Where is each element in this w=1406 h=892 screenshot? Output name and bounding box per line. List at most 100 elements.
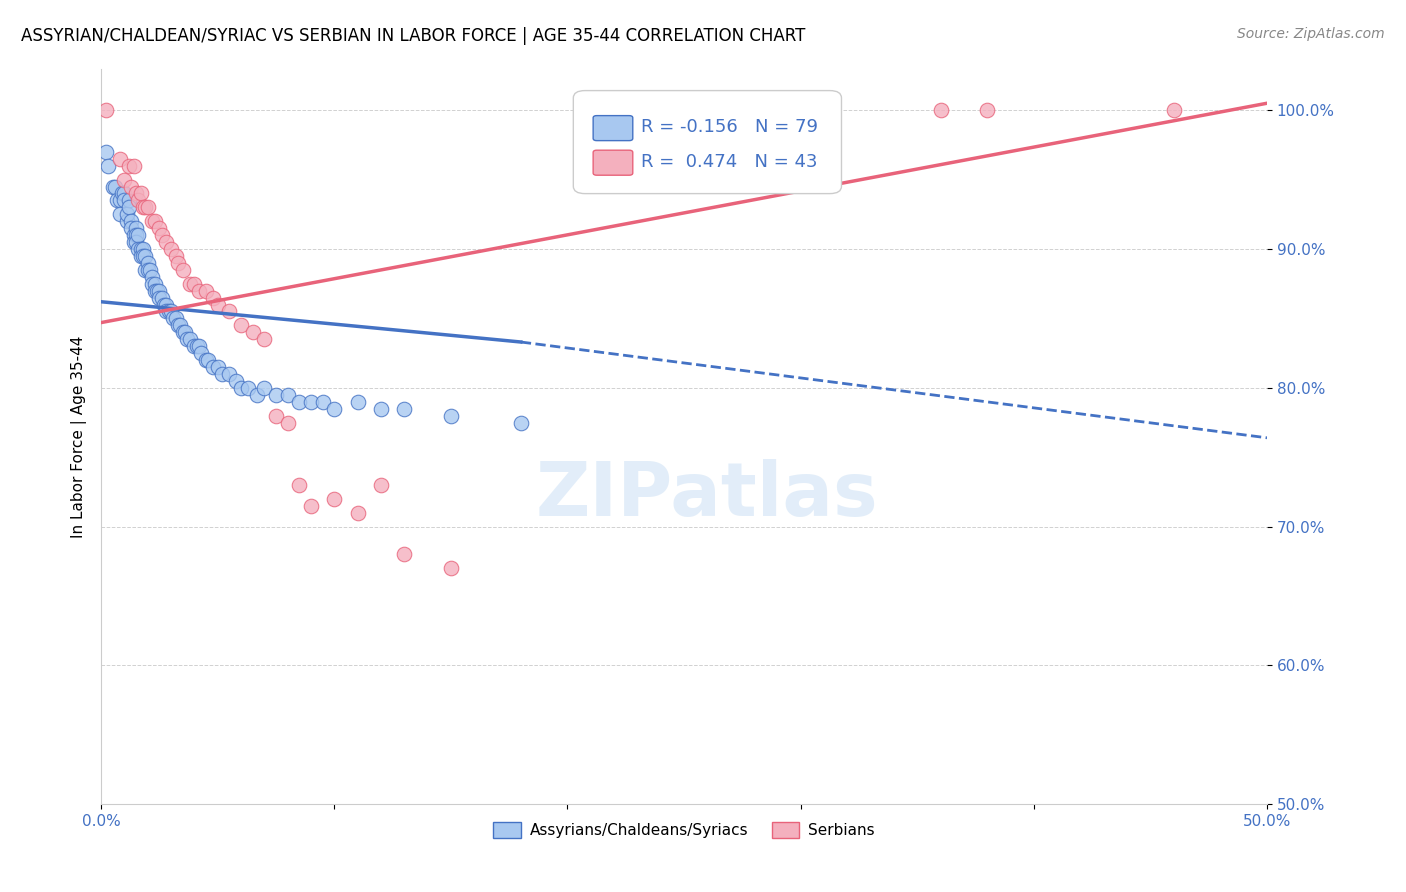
- Point: [394, 548, 416, 562]
- Point: [155, 304, 177, 318]
- Point: [277, 388, 299, 402]
- Point: [370, 401, 392, 416]
- Point: [108, 207, 131, 221]
- Point: [129, 186, 152, 201]
- Y-axis label: In Labor Force | Age 35-44: In Labor Force | Age 35-44: [72, 335, 87, 538]
- Point: [157, 304, 180, 318]
- Point: [1163, 103, 1185, 118]
- Point: [125, 228, 148, 243]
- Point: [229, 381, 252, 395]
- Point: [148, 221, 170, 235]
- Point: [169, 318, 191, 333]
- FancyBboxPatch shape: [574, 91, 841, 194]
- Point: [218, 304, 240, 318]
- Point: [118, 200, 141, 214]
- Point: [179, 277, 201, 291]
- Point: [134, 200, 156, 214]
- FancyBboxPatch shape: [593, 150, 633, 175]
- Point: [311, 394, 333, 409]
- Point: [183, 339, 205, 353]
- Point: [188, 339, 211, 353]
- Point: [114, 186, 136, 201]
- Point: [94, 145, 117, 159]
- Point: [509, 416, 531, 430]
- Point: [120, 214, 142, 228]
- Point: [94, 103, 117, 118]
- Point: [125, 186, 148, 201]
- Point: [132, 242, 155, 256]
- Point: [150, 291, 173, 305]
- Point: [207, 297, 229, 311]
- Point: [165, 249, 187, 263]
- Point: [207, 359, 229, 374]
- Point: [114, 194, 136, 208]
- Point: [132, 200, 155, 214]
- Point: [976, 103, 998, 118]
- Text: ASSYRIAN/CHALDEAN/SYRIAC VS SERBIAN IN LABOR FORCE | AGE 35-44 CORRELATION CHART: ASSYRIAN/CHALDEAN/SYRIAC VS SERBIAN IN L…: [21, 27, 806, 45]
- Point: [176, 332, 198, 346]
- Point: [125, 221, 148, 235]
- Point: [114, 172, 136, 186]
- Point: [167, 318, 190, 333]
- Point: [143, 214, 166, 228]
- Text: R = -0.156   N = 79: R = -0.156 N = 79: [641, 119, 818, 136]
- Point: [104, 179, 127, 194]
- Point: [143, 284, 166, 298]
- Point: [277, 416, 299, 430]
- Point: [122, 228, 145, 243]
- Point: [174, 326, 197, 340]
- Point: [115, 207, 138, 221]
- Point: [253, 381, 276, 395]
- Point: [253, 332, 276, 346]
- Point: [132, 249, 155, 263]
- Point: [139, 262, 162, 277]
- Point: [197, 353, 219, 368]
- Legend: Assyrians/Chaldeans/Syriacs, Serbians: Assyrians/Chaldeans/Syriacs, Serbians: [488, 816, 882, 845]
- Point: [264, 409, 287, 423]
- Point: [160, 242, 183, 256]
- Point: [111, 186, 134, 201]
- Point: [120, 179, 142, 194]
- Point: [188, 284, 211, 298]
- Point: [97, 159, 120, 173]
- Point: [153, 297, 176, 311]
- Point: [150, 228, 173, 243]
- Point: [101, 179, 124, 194]
- Point: [120, 221, 142, 235]
- Point: [929, 103, 952, 118]
- Point: [134, 262, 156, 277]
- Point: [160, 304, 183, 318]
- Point: [108, 194, 131, 208]
- Point: [108, 152, 131, 166]
- Point: [229, 318, 252, 333]
- Point: [264, 388, 287, 402]
- Point: [167, 256, 190, 270]
- Point: [172, 262, 194, 277]
- Point: [143, 277, 166, 291]
- Point: [288, 478, 311, 492]
- Point: [190, 346, 212, 360]
- Point: [155, 235, 177, 249]
- Point: [122, 159, 145, 173]
- Point: [225, 374, 247, 388]
- Point: [186, 339, 208, 353]
- Point: [107, 194, 129, 208]
- Point: [136, 256, 159, 270]
- Point: [195, 353, 218, 368]
- Point: [246, 388, 269, 402]
- FancyBboxPatch shape: [593, 116, 633, 141]
- Point: [172, 326, 194, 340]
- Point: [211, 367, 233, 381]
- Point: [122, 235, 145, 249]
- Point: [236, 381, 259, 395]
- Point: [179, 332, 201, 346]
- Point: [118, 159, 141, 173]
- Point: [440, 409, 463, 423]
- Point: [299, 499, 322, 513]
- Point: [370, 478, 392, 492]
- Point: [141, 269, 163, 284]
- Point: [146, 284, 169, 298]
- Point: [183, 277, 205, 291]
- Point: [440, 561, 463, 575]
- Point: [323, 491, 346, 506]
